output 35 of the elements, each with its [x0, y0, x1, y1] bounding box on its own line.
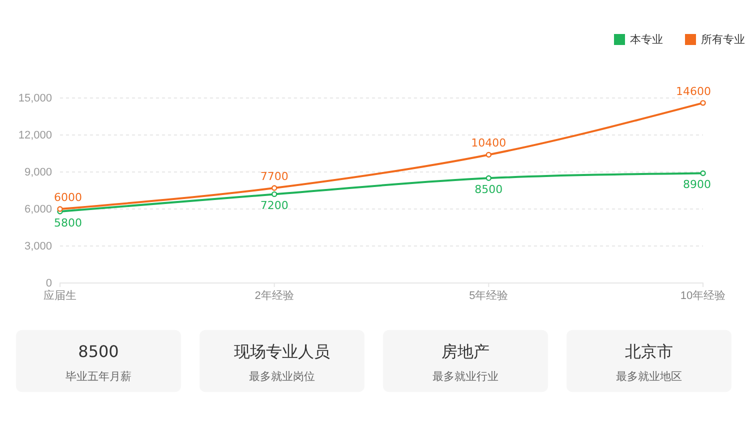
point: [700, 100, 706, 106]
data-label: 8900: [683, 178, 711, 192]
text: 房地产: [442, 342, 490, 361]
text: 最多就业地区: [616, 370, 682, 383]
legend-label: 本专业: [630, 33, 663, 46]
text: 现场专业人员: [234, 342, 330, 361]
y-tick-label: 3,000: [24, 240, 52, 253]
data-label: 7200: [260, 199, 288, 212]
point: [700, 170, 706, 176]
x-tick-label: 5年经验: [469, 290, 508, 302]
data-label: 14600: [676, 84, 711, 98]
x-tick-label: 2年经验: [254, 290, 294, 302]
data-label: 6000: [54, 191, 82, 204]
text: 毕业五年月薪: [66, 370, 132, 383]
text: 最多就业行业: [432, 370, 498, 383]
data-label: 10400: [471, 136, 506, 150]
y-tick-label: 9,000: [24, 166, 52, 179]
legend-label: 所有专业: [701, 33, 745, 46]
y-tick-label: 12,000: [18, 130, 52, 142]
text: 最多就业岗位: [249, 370, 315, 383]
data-label: 5800: [54, 216, 82, 230]
x-tick-label: 应届生: [44, 288, 76, 302]
y-tick-label: 6,000: [24, 204, 52, 216]
x-tick-label: 10年经验: [680, 290, 726, 302]
data-label: 7700: [260, 170, 288, 184]
point: [271, 191, 278, 198]
point: [486, 175, 492, 182]
point: [57, 206, 63, 212]
text: 北京市: [625, 342, 673, 361]
point: [486, 152, 492, 158]
y-tick-label: 15,000: [18, 92, 52, 105]
text: 8500: [78, 342, 119, 361]
y-tick-label: 0: [46, 278, 52, 290]
data-label: 8500: [474, 183, 503, 196]
point: [271, 185, 278, 191]
